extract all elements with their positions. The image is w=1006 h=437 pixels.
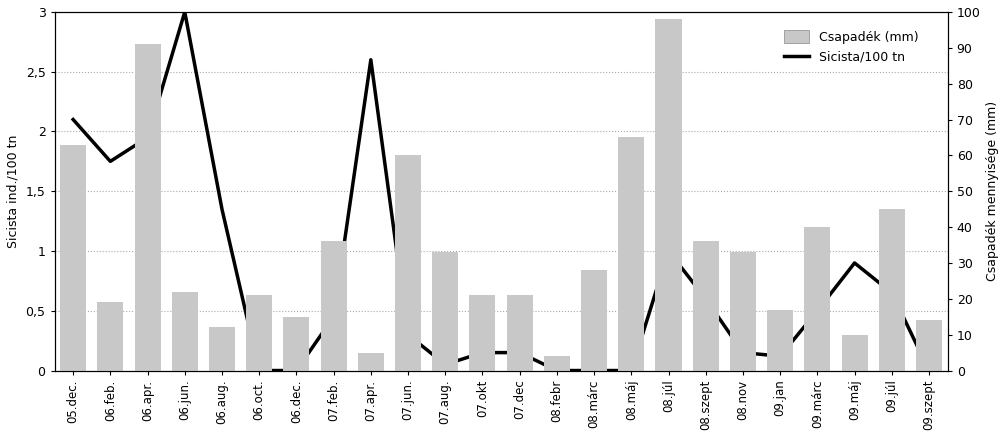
Y-axis label: Sicista ind./100 tn: Sicista ind./100 tn	[7, 135, 20, 248]
Bar	[768, 309, 793, 371]
Bar	[656, 19, 681, 371]
Bar	[98, 302, 124, 371]
Bar	[581, 270, 607, 371]
Bar	[433, 252, 459, 371]
Bar	[246, 295, 273, 371]
Bar	[60, 145, 87, 371]
Bar	[693, 241, 718, 371]
Legend: Csapadék (mm), Sicista/100 tn: Csapadék (mm), Sicista/100 tn	[779, 25, 924, 69]
Bar	[284, 317, 310, 371]
Bar	[209, 327, 235, 371]
Bar	[470, 295, 496, 371]
Y-axis label: Csapadék mennyisége (mm): Csapadék mennyisége (mm)	[986, 101, 999, 281]
Bar	[879, 209, 904, 371]
Bar	[172, 291, 198, 371]
Bar	[730, 252, 756, 371]
Bar	[135, 44, 161, 371]
Bar	[842, 335, 867, 371]
Bar	[321, 241, 347, 371]
Bar	[395, 156, 422, 371]
Bar	[358, 353, 384, 371]
Bar	[619, 138, 644, 371]
Bar	[544, 356, 570, 371]
Bar	[916, 320, 942, 371]
Bar	[805, 227, 830, 371]
Bar	[507, 295, 533, 371]
